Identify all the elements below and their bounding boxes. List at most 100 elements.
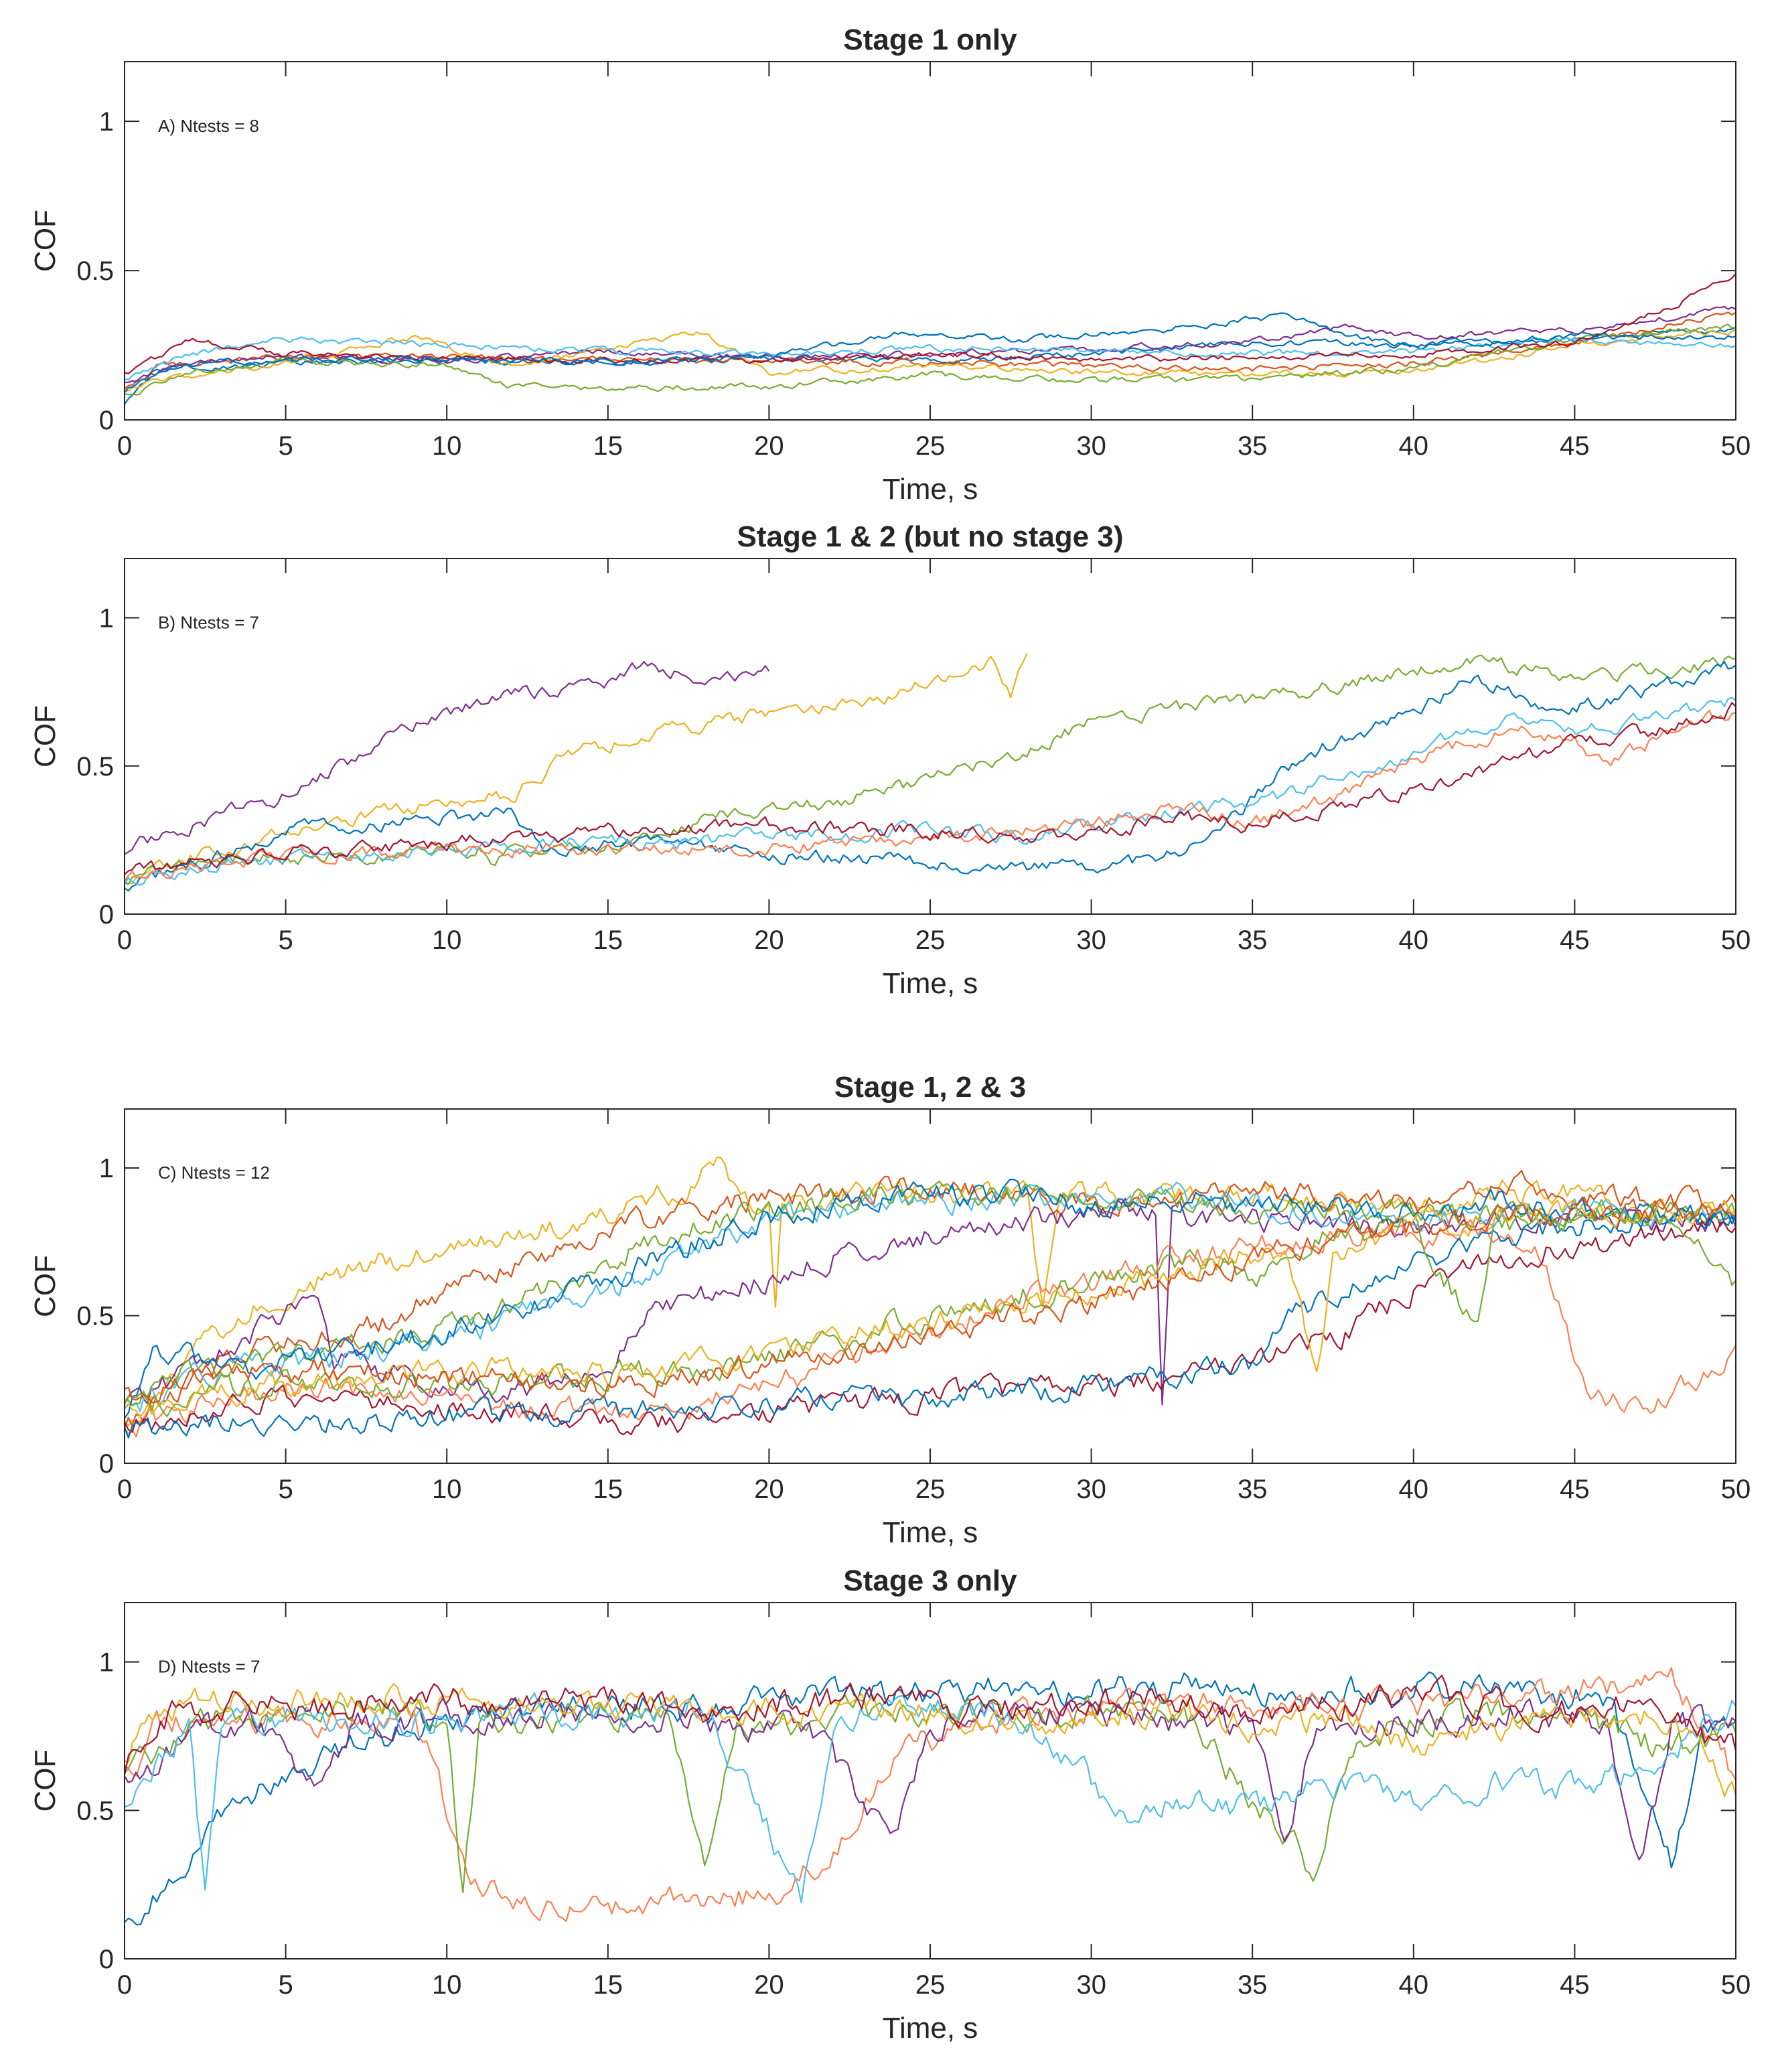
x-axis-label: Time, s: [883, 1516, 978, 1549]
x-tick-label: 5: [278, 1475, 293, 1504]
x-tick-label: 5: [278, 431, 293, 461]
x-tick-label: 10: [432, 431, 462, 461]
ntests-annotation: C) Ntests = 12: [158, 1163, 270, 1183]
series-line-2: [125, 653, 1028, 885]
y-axis-label: COF: [29, 705, 62, 767]
series-line-5: [125, 1180, 1736, 1406]
y-tick-label: 0.5: [76, 256, 114, 286]
x-tick-label: 50: [1721, 926, 1751, 955]
x-tick-label: 15: [593, 431, 623, 461]
x-tick-label: 5: [278, 1970, 293, 2000]
y-axis-label: COF: [29, 1255, 62, 1317]
x-tick-label: 0: [117, 926, 132, 955]
series-line-2: [125, 1667, 1736, 1923]
x-tick-label: 30: [1076, 1475, 1106, 1504]
series-group: [125, 1157, 1736, 1439]
series-line-9: [125, 1204, 1736, 1439]
ntests-annotation: B) Ntests = 7: [158, 613, 259, 633]
x-tick-label: 50: [1721, 1970, 1751, 2000]
x-tick-label: 5: [278, 926, 293, 955]
series-group: [125, 273, 1736, 405]
y-tick-label: 0: [99, 900, 114, 930]
x-tick-label: 40: [1399, 926, 1429, 955]
x-tick-label: 25: [915, 1475, 946, 1504]
x-tick-label: 45: [1560, 431, 1590, 461]
series-line-7: [125, 702, 1736, 875]
series-line-1: [125, 1671, 1736, 1926]
y-tick-label: 1: [99, 107, 114, 137]
x-tick-label: 20: [754, 431, 784, 461]
x-tick-label: 25: [915, 926, 946, 955]
y-axis-label: COF: [29, 210, 62, 272]
series-line-8: [125, 1217, 1736, 1436]
y-tick-label: 0.5: [76, 1796, 114, 1826]
x-tick-label: 10: [432, 1475, 462, 1504]
y-tick-label: 0: [99, 406, 114, 435]
x-axis-label: Time, s: [883, 473, 978, 506]
series-group: [125, 1667, 1736, 1926]
axes-frame: [124, 61, 1736, 421]
x-tick-label: 0: [117, 1475, 132, 1504]
x-tick-label: 10: [432, 926, 462, 955]
x-tick-label: 50: [1721, 1475, 1751, 1504]
series-line-4: [125, 661, 1736, 892]
panel-title: Stage 1 & 2 (but no stage 3): [737, 520, 1124, 553]
x-tick-label: 25: [915, 1970, 946, 2000]
x-tick-label: 10: [432, 1970, 462, 2000]
x-tick-label: 40: [1399, 1475, 1429, 1504]
x-tick-label: 45: [1560, 1475, 1590, 1504]
y-tick-label: 0.5: [76, 1302, 114, 1331]
x-tick-label: 15: [593, 926, 623, 955]
series-line-4: [125, 1697, 1736, 1860]
panel-d-stage-3-only: 0 5 10 15 20 25 30 35 40 45 50 0 0.5 1 Stage 3 only D) …: [29, 1564, 1751, 2045]
x-tick-label: 30: [1076, 431, 1106, 461]
x-tick-label: 40: [1399, 1970, 1429, 2000]
panel-title: Stage 1 only: [843, 23, 1017, 56]
series-line-6: [125, 336, 1736, 381]
x-tick-label: 35: [1238, 1970, 1268, 2000]
series-line-7: [125, 1674, 1736, 1775]
series-line-6: [125, 1683, 1736, 1797]
series-line-12: [125, 1196, 1736, 1404]
series-line-2: [125, 311, 1736, 390]
x-tick-label: 15: [593, 1970, 623, 2000]
x-tick-label: 40: [1399, 431, 1429, 461]
x-tick-label: 0: [117, 431, 132, 461]
series-line-5: [125, 696, 1736, 886]
series-line-5: [125, 1692, 1736, 1903]
series-line-7: [125, 273, 1736, 375]
x-tick-label: 50: [1721, 431, 1751, 461]
x-tick-label: 45: [1560, 926, 1590, 955]
series-group: [125, 653, 1736, 892]
x-tick-label: 25: [915, 431, 946, 461]
x-tick-label: 30: [1076, 926, 1106, 955]
x-tick-label: 20: [754, 926, 784, 955]
axes-frame: [124, 1602, 1736, 1959]
series-line-11: [125, 1199, 1736, 1418]
series-line-1: [125, 326, 1736, 405]
panel-c-stage-1-2-3: 0 5 10 15 20 25 30 35 40 45 50 0 0.5 1 Stage 1, 2 & 3 C…: [29, 1071, 1751, 1549]
y-tick-label: 1: [99, 604, 114, 634]
panel-a-stage-1-only: 0 5 10 15 20 25 30 35 40 45 50 0 0.5 1 Stage 1 only A) …: [29, 23, 1751, 506]
x-tick-label: 35: [1238, 431, 1268, 461]
x-tick-label: 15: [593, 1475, 623, 1504]
y-tick-label: 1: [99, 1154, 114, 1183]
series-line-2: [125, 1170, 1736, 1429]
x-tick-label: 45: [1560, 1970, 1590, 2000]
series-line-10: [125, 1203, 1736, 1418]
y-tick-label: 1: [99, 1648, 114, 1678]
series-line-3: [125, 654, 1736, 885]
x-tick-label: 20: [754, 1970, 784, 2000]
x-tick-label: 35: [1238, 1475, 1268, 1504]
y-tick-label: 0.5: [76, 752, 114, 782]
x-tick-label: 0: [117, 1970, 132, 2000]
panel-title: Stage 3 only: [843, 1564, 1017, 1597]
y-tick-label: 0: [99, 1449, 114, 1479]
y-tick-label: 0: [99, 1945, 114, 1974]
series-line-3: [125, 1694, 1736, 1894]
x-tick-label: 30: [1076, 1970, 1106, 2000]
series-line-4: [125, 1181, 1736, 1412]
x-tick-label: 35: [1238, 926, 1268, 955]
x-tick-label: 20: [754, 1475, 784, 1504]
